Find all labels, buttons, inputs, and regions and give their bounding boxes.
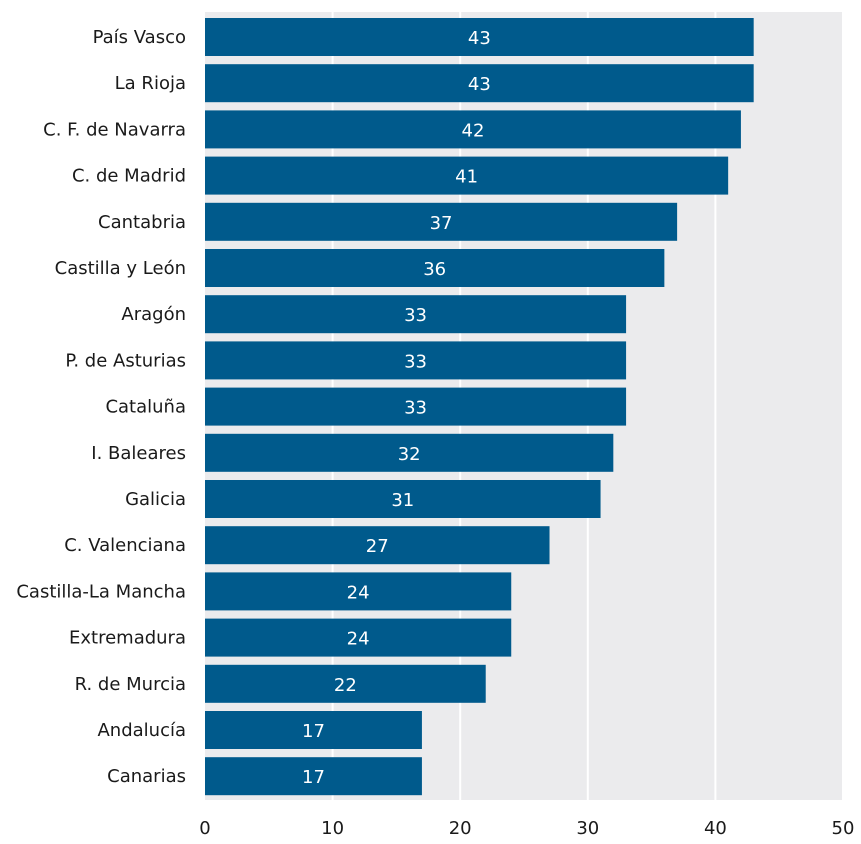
bar [205, 18, 754, 56]
x-tick-label: 40 [704, 818, 727, 839]
category-label: La Rioja [115, 73, 186, 94]
category-label: C. F. de Navarra [43, 119, 186, 140]
x-axis-tick-labels: 0 10 20 30 40 50 [199, 818, 854, 839]
bars: 43 43 42 41 37 36 33 33 33 32 31 27 24 24 22 17 17 [205, 18, 754, 796]
bar [205, 711, 422, 749]
bar-value-label: 36 [423, 259, 446, 280]
category-label: País Vasco [93, 27, 186, 48]
category-label: Castilla y León [55, 258, 186, 279]
bar [205, 295, 627, 334]
category-label: Cantabria [98, 212, 186, 233]
x-tick-label: 10 [321, 818, 344, 839]
bar [205, 572, 512, 611]
bar-value-label: 17 [302, 721, 325, 742]
bar [205, 249, 665, 287]
bar-value-label: 37 [430, 213, 453, 234]
bar [205, 480, 601, 518]
bar [205, 110, 741, 149]
category-label: Andalucía [97, 720, 186, 741]
category-label: Aragón [121, 304, 186, 325]
category-label: R. de Murcia [75, 674, 186, 695]
bar [205, 64, 754, 103]
category-label: P. de Asturias [65, 350, 186, 371]
bar-value-label: 33 [404, 351, 427, 372]
bar-value-label: 43 [468, 74, 491, 95]
bar-value-label: 32 [398, 444, 421, 465]
bar-value-label: 17 [302, 767, 325, 788]
bar [205, 618, 512, 657]
bar [205, 664, 486, 703]
bar [205, 757, 422, 796]
category-label: Cataluña [105, 397, 186, 418]
bar [205, 433, 614, 472]
x-tick-label: 0 [199, 818, 210, 839]
category-label: Canarias [107, 766, 186, 787]
bar-value-label: 22 [334, 675, 357, 696]
bar [205, 526, 550, 565]
x-tick-label: 20 [449, 818, 472, 839]
category-label: Castilla-La Mancha [16, 581, 186, 602]
bar [205, 341, 627, 380]
bar-value-label: 33 [404, 305, 427, 326]
category-label: C. de Madrid [72, 166, 186, 187]
bar-value-label: 41 [455, 167, 478, 188]
bar-value-label: 24 [347, 582, 370, 603]
x-tick-label: 50 [832, 818, 855, 839]
bar-value-label: 43 [468, 28, 491, 49]
category-label: C. Valenciana [64, 535, 186, 556]
bar-value-label: 24 [347, 629, 370, 650]
bar-value-label: 27 [366, 536, 389, 557]
bar-value-label: 31 [391, 490, 414, 511]
category-label: Extremadura [69, 628, 186, 649]
bar-value-label: 33 [404, 398, 427, 419]
bar [205, 156, 729, 195]
category-labels: País Vasco La Rioja C. F. de Navarra C. de … [16, 27, 186, 787]
bar-value-label: 42 [462, 120, 485, 141]
bar [205, 387, 627, 426]
bar [205, 202, 678, 241]
category-label: I. Baleares [91, 443, 186, 464]
category-label: Galicia [125, 489, 186, 510]
x-tick-label: 30 [576, 818, 599, 839]
